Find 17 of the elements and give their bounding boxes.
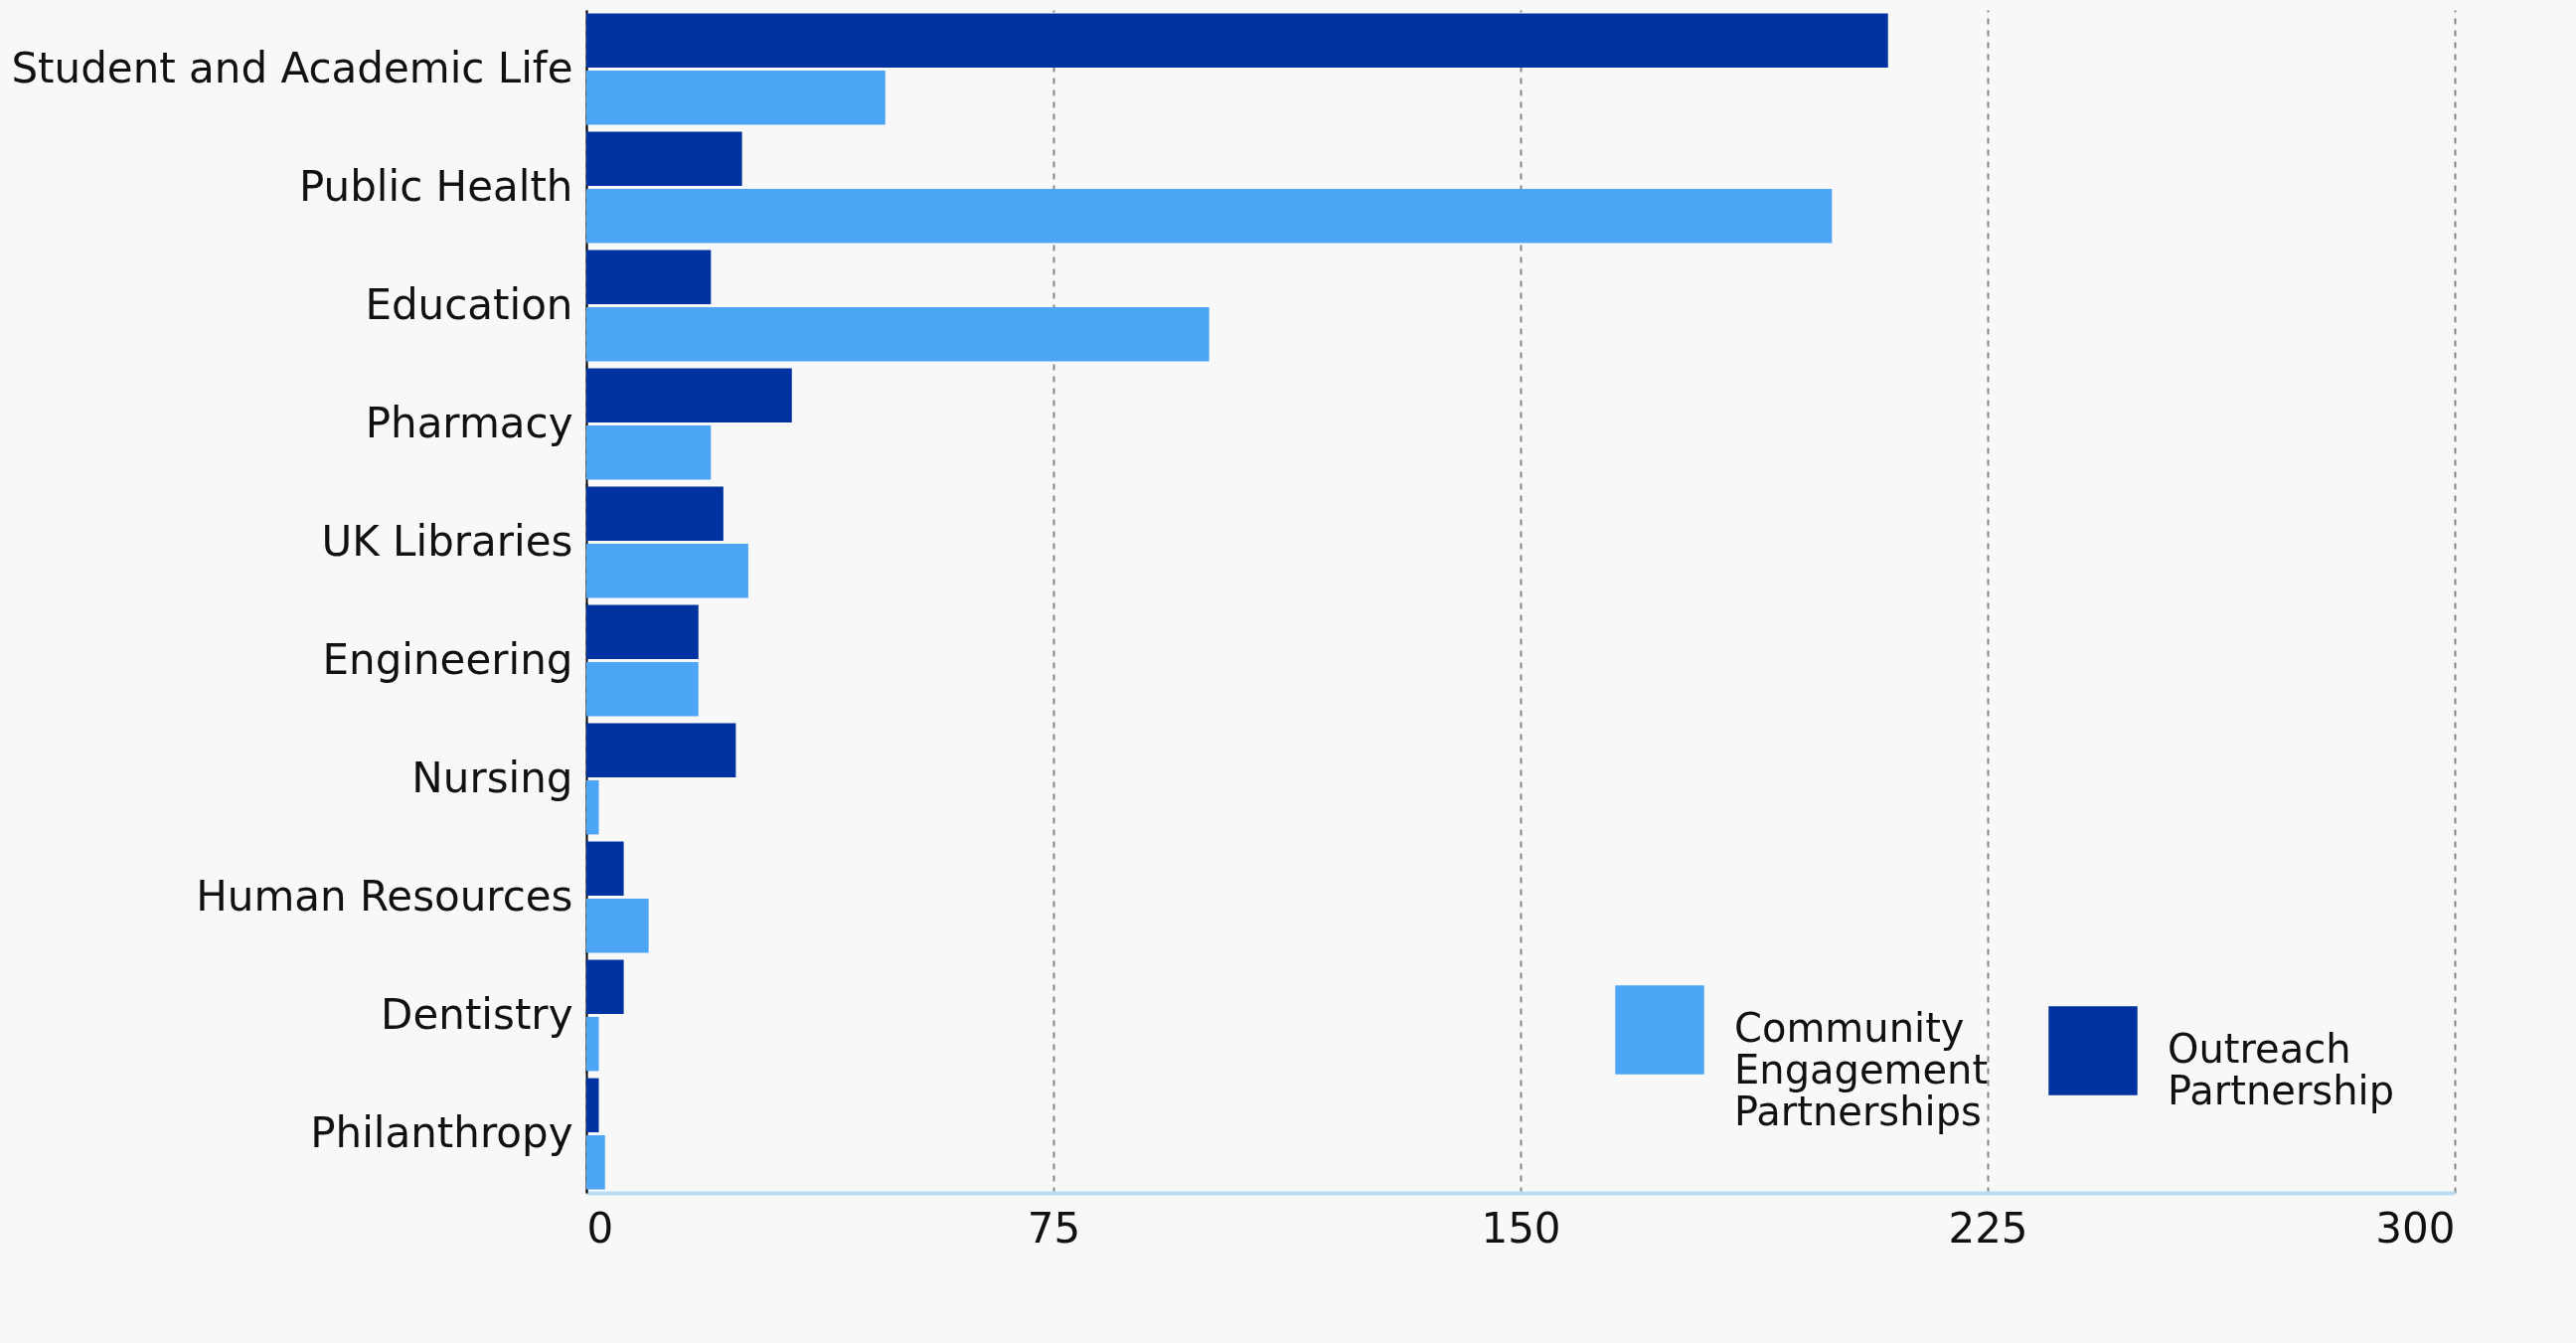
y-tick-label: Pharmacy: [365, 398, 573, 447]
y-tick-label: Public Health: [298, 161, 573, 211]
y-tick-label: Human Resources: [196, 871, 573, 921]
x-tick-label: 225: [1948, 1203, 2028, 1253]
legend-label: Outreach Partnership: [2168, 1026, 2395, 1113]
x-tick-label: 0: [586, 1203, 614, 1253]
y-tick-label: Education: [365, 279, 573, 329]
x-tick-label: 150: [1481, 1203, 1561, 1253]
y-tick-label: Student and Academic Life: [11, 43, 573, 92]
y-tick-label: Engineering: [322, 634, 573, 684]
y-tick-label: Nursing: [411, 753, 573, 802]
x-tick-label: 75: [1027, 1203, 1081, 1253]
y-tick-label: Dentistry: [381, 989, 573, 1039]
x-tick-label: 300: [2375, 1203, 2456, 1253]
legend-label: Community Engagement Partnerships: [1734, 1005, 1989, 1134]
y-tick-label: Philanthropy: [310, 1107, 573, 1157]
y-tick-label: UK Libraries: [321, 516, 573, 566]
